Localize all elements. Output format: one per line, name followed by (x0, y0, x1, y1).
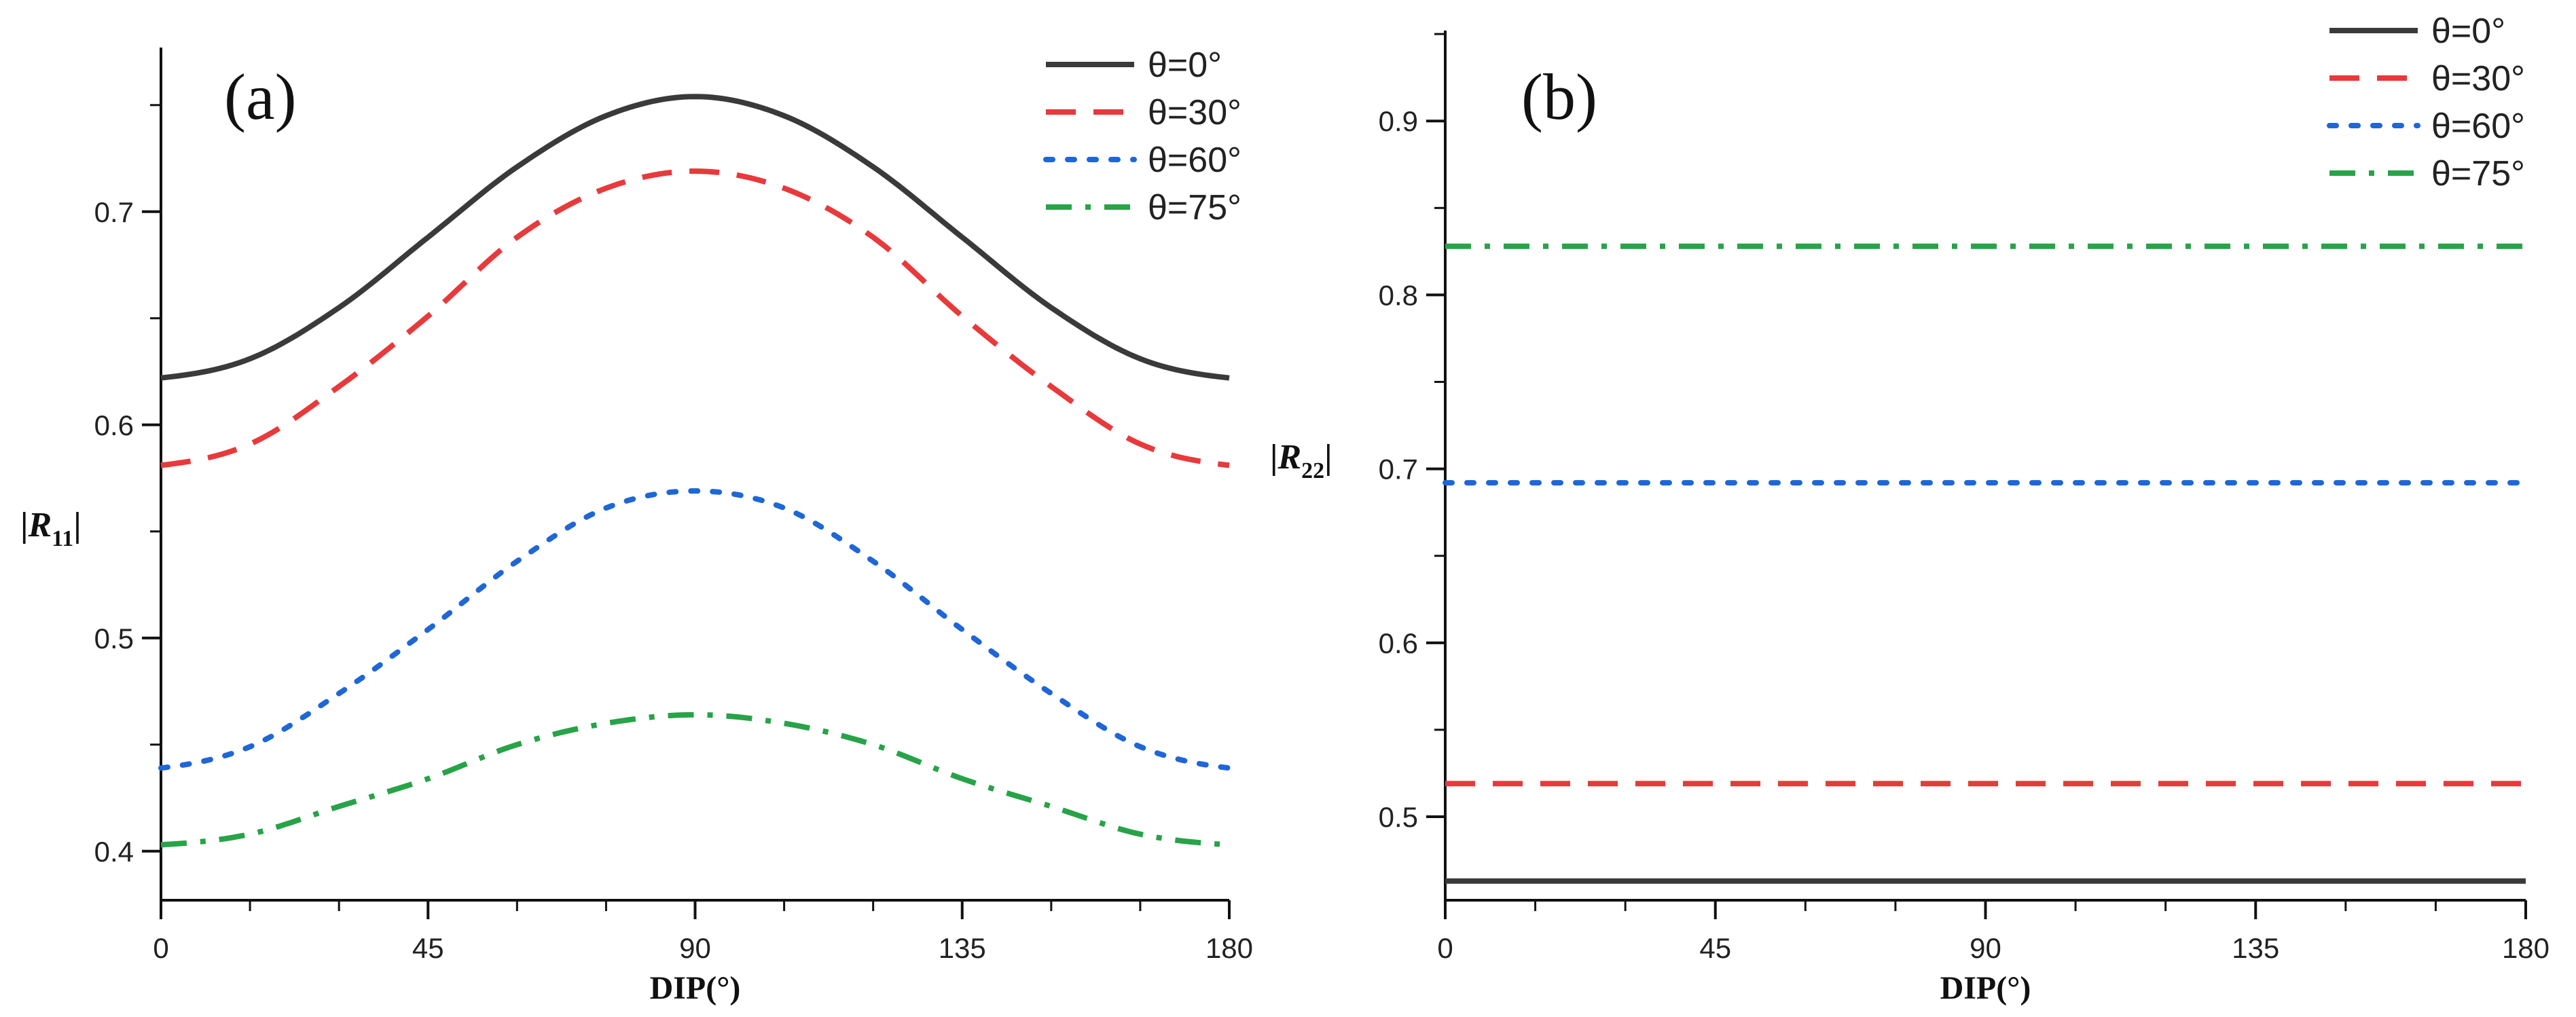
x-tick-label: 180 (1205, 932, 1253, 964)
y-tick-label: 0.6 (94, 409, 134, 441)
series-line (160, 94, 1230, 381)
y-tick-label: 0.7 (94, 196, 134, 228)
x-axis-title: DIP(°) (1940, 970, 2031, 1006)
x-tick-label: 135 (939, 932, 986, 964)
y-tick-label: 0.8 (1379, 279, 1418, 311)
series-line (160, 168, 1230, 468)
x-tick-label: 0 (153, 932, 168, 964)
legend-label: θ=30° (1148, 93, 1241, 132)
x-axis-title: DIP(°) (650, 970, 741, 1006)
x-tick-label: 90 (679, 932, 711, 964)
y-axis-title: |R22| (1270, 438, 1332, 483)
y-tick-label: 0.5 (94, 623, 134, 654)
legend-label: θ=60° (2431, 107, 2525, 146)
y-tick-label: 0.6 (1379, 627, 1418, 659)
y-tick-label: 0.9 (1379, 105, 1418, 137)
x-tick-label: 180 (2502, 932, 2550, 964)
y-tick-label: 0.4 (94, 836, 134, 868)
series-line (158, 488, 1232, 771)
y-tick-label: 0.5 (1379, 801, 1418, 833)
x-tick-label: 45 (1699, 932, 1731, 964)
legend-label: θ=75° (1148, 188, 1241, 227)
legend-label: θ=75° (2431, 154, 2525, 193)
legend-label: θ=30° (2431, 59, 2525, 98)
panel-label: (b) (1521, 60, 1597, 133)
x-tick-label: 90 (1970, 932, 2001, 964)
legend-label: θ=0° (2431, 12, 2505, 51)
legend-label: θ=0° (1148, 45, 1222, 85)
panel-a: 0 45 90 135 180 0.4 0.5 0.6 0.7 DIP(°) |R11| (a) θ=0… (20, 45, 1253, 1006)
y-tick-label: 0.7 (1379, 454, 1418, 485)
panel-label: (a) (224, 60, 297, 133)
x-tick-label: 0 (1437, 932, 1453, 964)
panel-b: 0 45 90 135 180 0.5 0.6 0.7 0.8 0.9 DIP(°) |R22| (b)… (1270, 12, 2550, 1006)
x-tick-label: 135 (2232, 932, 2279, 964)
series-line (160, 711, 1230, 848)
y-axis-title: |R11| (20, 506, 81, 551)
legend-label: θ=60° (1148, 141, 1241, 180)
x-tick-label: 45 (412, 932, 444, 964)
